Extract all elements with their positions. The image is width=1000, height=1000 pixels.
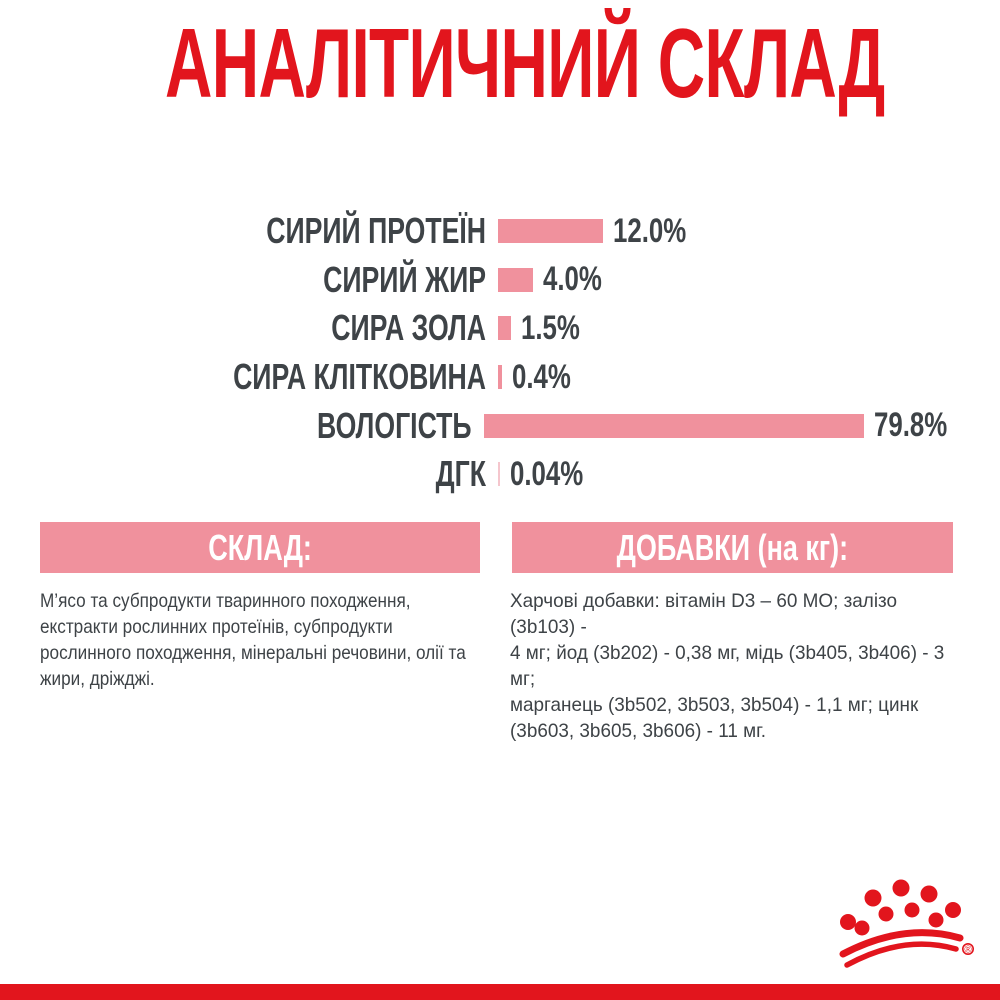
analytical-composition-chart: СИРИЙ ПРОТЕЇН 12.0% СИРИЙ ЖИР 4.0% СИРА … bbox=[40, 207, 970, 499]
registered-mark: ® bbox=[964, 945, 972, 956]
chart-bar bbox=[498, 365, 502, 390]
chart-value-label: 12.0% bbox=[613, 211, 687, 250]
chart-row: ДГК 0.04% bbox=[40, 450, 970, 499]
chart-row: СИРА КЛІТКОВИНА 0.4% bbox=[40, 353, 970, 402]
chart-value-label: 0.04% bbox=[510, 454, 584, 493]
chart-value-label: 1.5% bbox=[521, 308, 580, 347]
chart-category-label: СИРА ЗОЛА bbox=[331, 307, 486, 349]
chart-category-label: ВОЛОГІСТЬ bbox=[317, 404, 472, 446]
chart-bar bbox=[483, 413, 864, 438]
chart-bar bbox=[498, 219, 603, 244]
chart-row: СИРА ЗОЛА 1.5% bbox=[40, 304, 970, 353]
chart-row: СИРИЙ ЖИР 4.0% bbox=[40, 256, 970, 305]
bottom-red-strip bbox=[0, 984, 1000, 1000]
additives-section-header: ДОБАВКИ (на кг): bbox=[512, 522, 953, 573]
chart-value-label: 0.4% bbox=[512, 357, 571, 396]
chart-row: СИРИЙ ПРОТЕЇН 12.0% bbox=[40, 207, 970, 256]
composition-section-header: СКЛАД: bbox=[40, 522, 480, 573]
chart-category-label: СИРИЙ ЖИР bbox=[323, 258, 486, 300]
chart-category-label: СИРИЙ ПРОТЕЇН bbox=[266, 210, 486, 252]
chart-category-label: СИРА КЛІТКОВИНА bbox=[233, 356, 486, 398]
page-title: АНАЛІТИЧНИЙ СКЛАД bbox=[165, 8, 885, 118]
additives-text: Харчові добавки: вітамін D3 – 60 МО; зал… bbox=[510, 590, 945, 742]
royal-canin-crown-icon: ® bbox=[839, 879, 975, 968]
chart-row: ВОЛОГІСТЬ 79.8% bbox=[40, 401, 970, 450]
composition-text: М’ясо та субпродукти тваринного походжен… bbox=[40, 590, 466, 690]
chart-bar bbox=[498, 462, 500, 487]
chart-value-label: 4.0% bbox=[543, 260, 602, 299]
chart-bar bbox=[498, 316, 511, 341]
chart-value-label: 79.8% bbox=[873, 406, 947, 445]
chart-bar bbox=[498, 267, 533, 292]
composition-header-label: СКЛАД: bbox=[208, 527, 312, 568]
additives-header-label: ДОБАВКИ (на кг): bbox=[616, 527, 849, 568]
chart-category-label: ДГК bbox=[435, 453, 486, 495]
